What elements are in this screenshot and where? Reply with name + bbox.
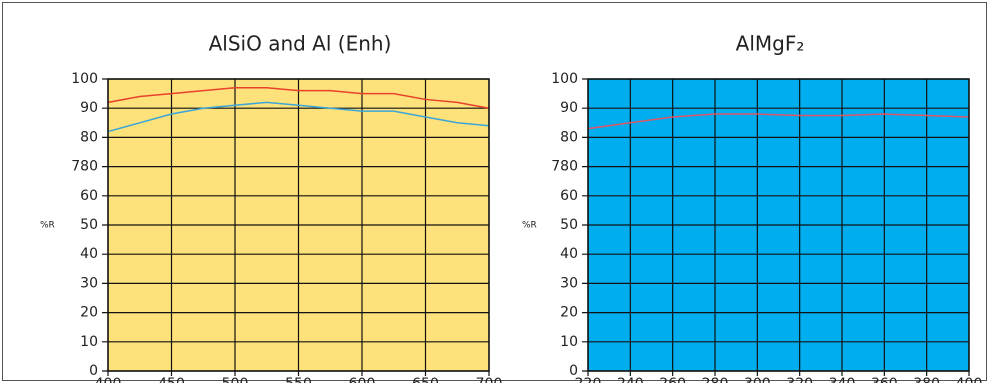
y-tick-label: 40 — [80, 246, 98, 262]
chart-title: AlSiO and Al (Enh) — [209, 32, 392, 56]
y-tick-label: 60 — [80, 188, 98, 204]
x-tick-label: 320 — [786, 376, 813, 383]
y-tick-label: 10 — [560, 334, 578, 350]
y-tick-label: 40 — [560, 246, 578, 262]
y-axis-label: %R — [522, 221, 537, 231]
y-tick-label: 80 — [80, 129, 98, 145]
x-tick-label: 500 — [222, 376, 249, 383]
y-tick-label: 100 — [551, 71, 578, 87]
x-tick-label: 400 — [95, 376, 122, 383]
y-tick-label: 10 — [80, 334, 98, 350]
y-tick-label: 0 — [89, 363, 98, 379]
y-tick-label: 0 — [569, 363, 578, 379]
plot-border — [107, 78, 490, 372]
x-tick-label: 650 — [412, 376, 439, 383]
x-tick-label: 300 — [744, 376, 771, 383]
y-tick-label: 80 — [560, 129, 578, 145]
y-tick-label: 780 — [71, 159, 98, 175]
y-axis-label: %R — [40, 221, 55, 231]
x-tick-label: 240 — [617, 376, 644, 383]
x-tick-label: 360 — [871, 376, 898, 383]
y-tick-label: 90 — [560, 100, 578, 116]
data-line — [587, 113, 970, 130]
data-line — [107, 87, 490, 109]
plot-border — [587, 78, 970, 372]
y-tick-label: 50 — [560, 217, 578, 233]
x-tick-label: 400 — [956, 376, 983, 383]
x-tick-label: 220 — [575, 376, 602, 383]
y-tick-label: 20 — [80, 305, 98, 321]
x-tick-label: 340 — [829, 376, 856, 383]
x-tick-label: 550 — [285, 376, 312, 383]
y-tick-label: 100 — [71, 71, 98, 87]
y-tick-label: 780 — [551, 159, 578, 175]
x-tick-label: 700 — [476, 376, 503, 383]
y-tick-label: 20 — [560, 305, 578, 321]
chart-title: AlMgF₂ — [736, 32, 805, 56]
x-tick-label: 280 — [702, 376, 729, 383]
data-line — [107, 101, 490, 133]
y-tick-label: 60 — [560, 188, 578, 204]
x-tick-label: 600 — [349, 376, 376, 383]
y-tick-label: 90 — [80, 100, 98, 116]
x-tick-label: 450 — [158, 376, 185, 383]
x-tick-label: 380 — [913, 376, 940, 383]
x-tick-label: 260 — [659, 376, 686, 383]
y-tick-label: 50 — [80, 217, 98, 233]
y-tick-label: 30 — [560, 275, 578, 291]
y-tick-label: 30 — [80, 275, 98, 291]
